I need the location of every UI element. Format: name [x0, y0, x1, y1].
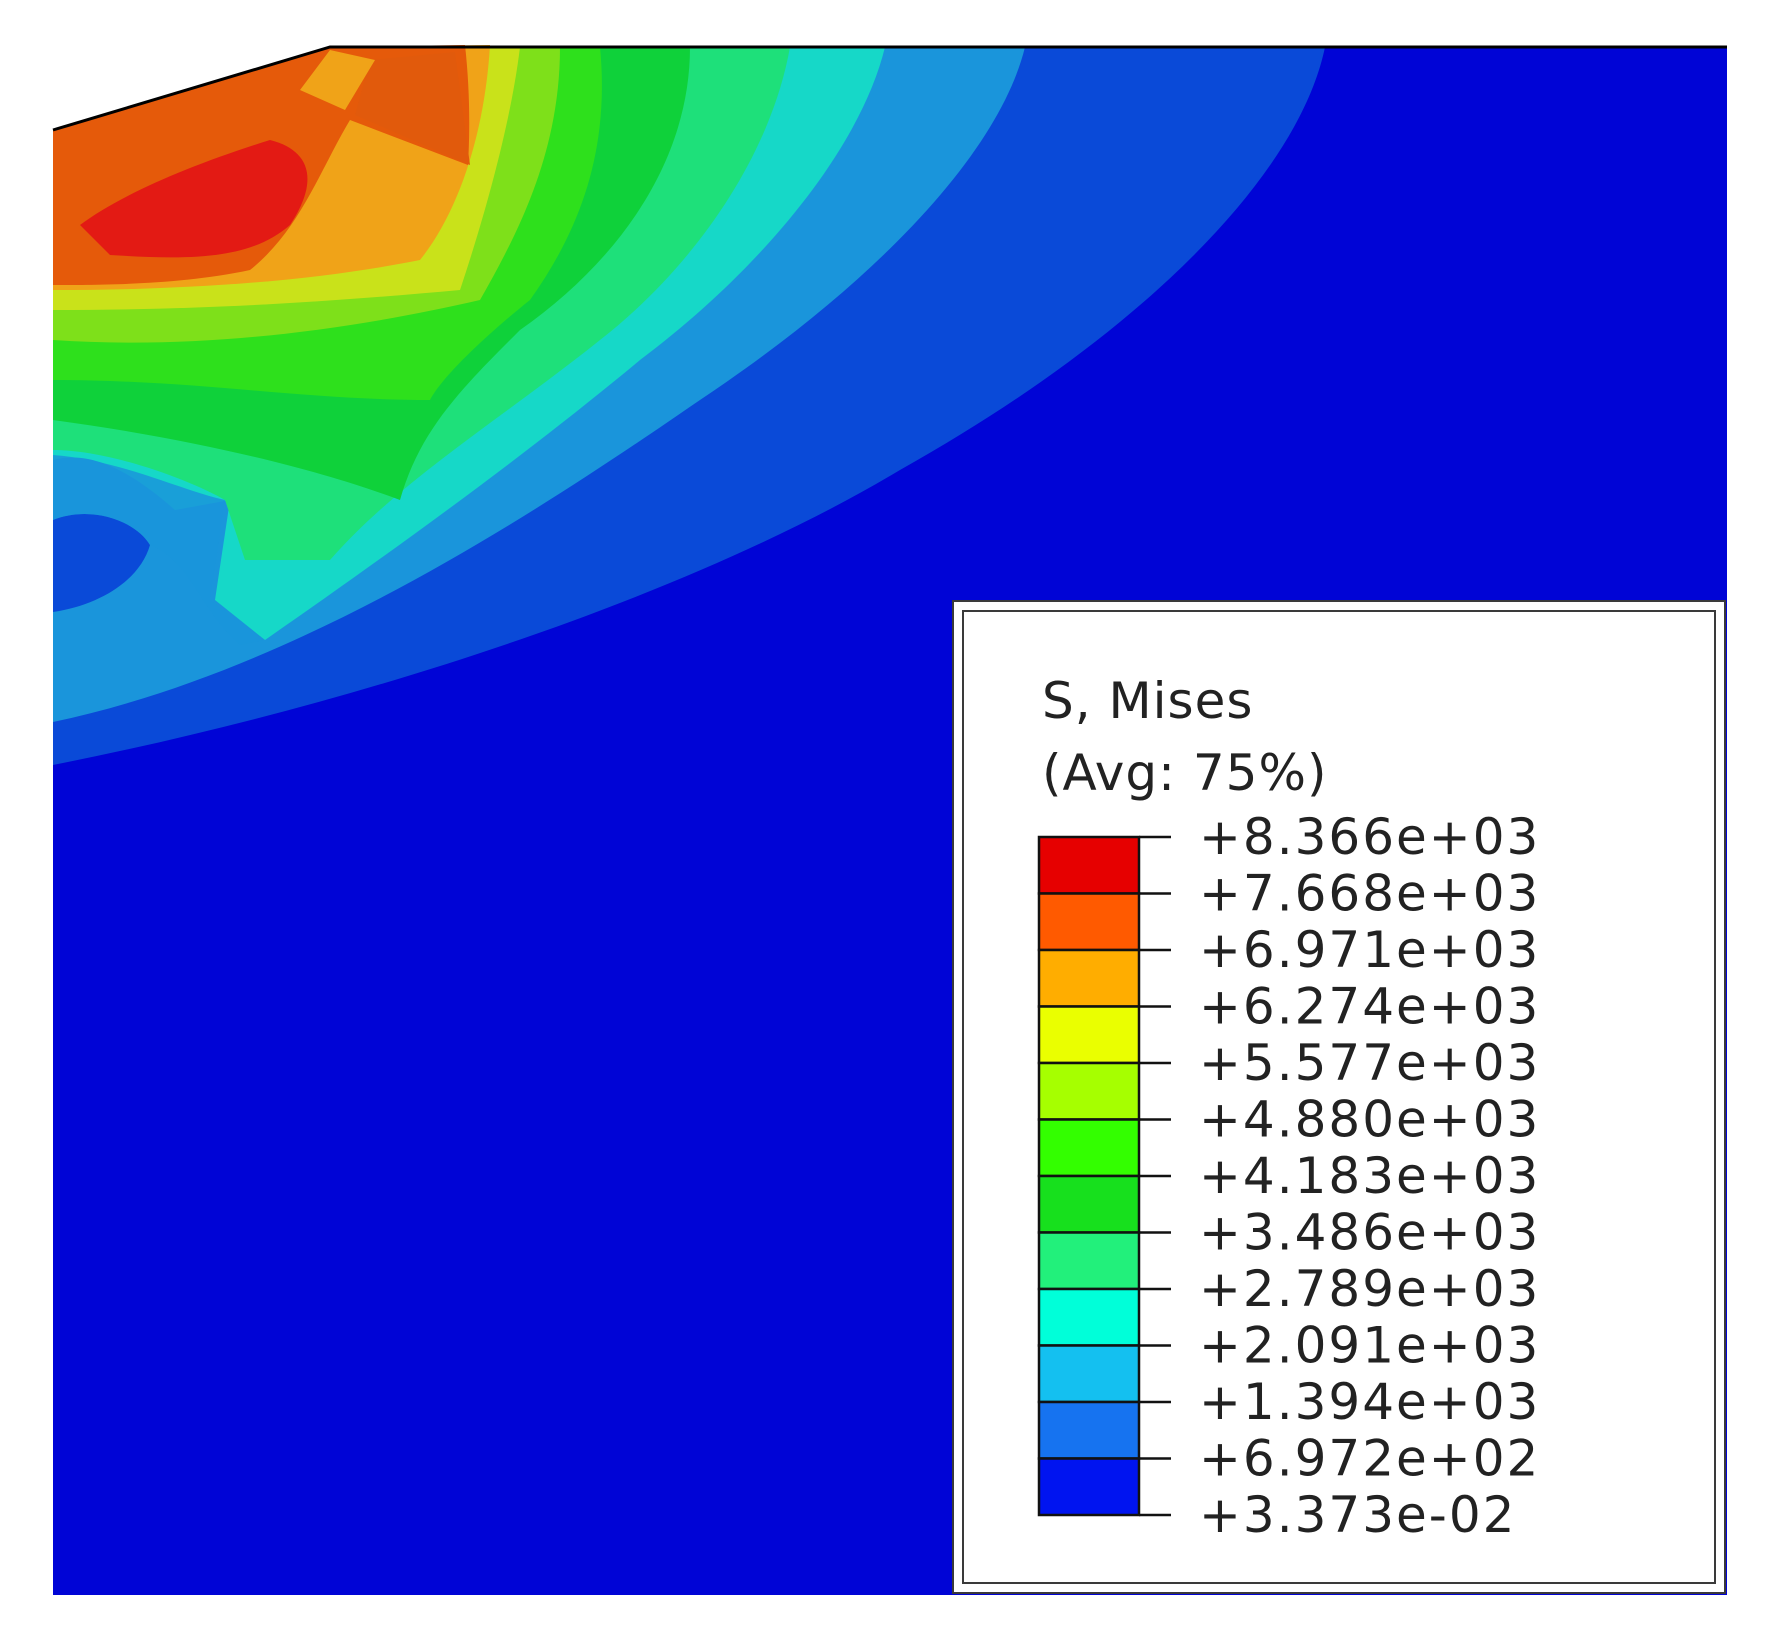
contour-band-low-pocket — [53, 514, 150, 612]
legend-tick-label: +4.183e+03 — [1199, 1147, 1540, 1205]
legend-tick-label: +8.366e+03 — [1199, 808, 1540, 866]
legend-tick-label: +6.971e+03 — [1199, 921, 1540, 979]
legend-swatch — [1037, 1457, 1141, 1517]
legend-swatch — [1037, 1005, 1141, 1065]
contour-band-6274-patch — [300, 50, 375, 110]
legend-tick-label: +2.091e+03 — [1199, 1317, 1540, 1375]
legend-swatch — [1037, 1231, 1141, 1291]
legend-tick-label: +5.577e+03 — [1199, 1034, 1540, 1092]
legend-swatch — [1037, 892, 1141, 952]
legend-tick-label: +1.394e+03 — [1199, 1373, 1540, 1431]
legend-color-scale: +8.366e+03+7.668e+03+6.971e+03+6.274e+03… — [1037, 808, 1540, 1544]
legend-tick-label: +6.274e+03 — [1199, 978, 1540, 1036]
legend-swatch — [1037, 1287, 1141, 1347]
legend-tick-label: +3.486e+03 — [1199, 1204, 1540, 1262]
legend-swatch — [1037, 1344, 1141, 1404]
legend-tick-label: +7.668e+03 — [1199, 865, 1540, 923]
legend-tick-label: +2.789e+03 — [1199, 1260, 1540, 1318]
legend-box: S, Mises (Avg: 75%) +8.366e+03 +7.668e+03… — [952, 600, 1726, 1594]
legend-swatch — [1037, 1174, 1141, 1234]
legend-tick-label: +6.972e+02 — [1199, 1430, 1540, 1488]
legend-tick-label: +3.373e-02 — [1199, 1486, 1516, 1544]
legend-swatch — [1037, 835, 1141, 895]
legend-swatch — [1037, 948, 1141, 1008]
contour-band-cyan-edge — [53, 455, 265, 645]
legend-swatch — [1037, 1400, 1141, 1460]
contour-band-7668 — [80, 140, 308, 258]
legend-title: S, Mises — [1042, 672, 1254, 730]
legend-tick-label: +4.880e+03 — [1199, 1091, 1540, 1149]
legend-swatch — [1037, 1061, 1141, 1121]
legend-subtitle: (Avg: 75%) — [1042, 744, 1328, 802]
legend-inner-border: S, Mises (Avg: 75%) +8.366e+03 +7.668e+03… — [962, 610, 1716, 1584]
model-top-edge — [52, 45, 1727, 132]
legend-swatch — [1037, 1118, 1141, 1178]
contour-band-6971-patch — [355, 52, 470, 165]
